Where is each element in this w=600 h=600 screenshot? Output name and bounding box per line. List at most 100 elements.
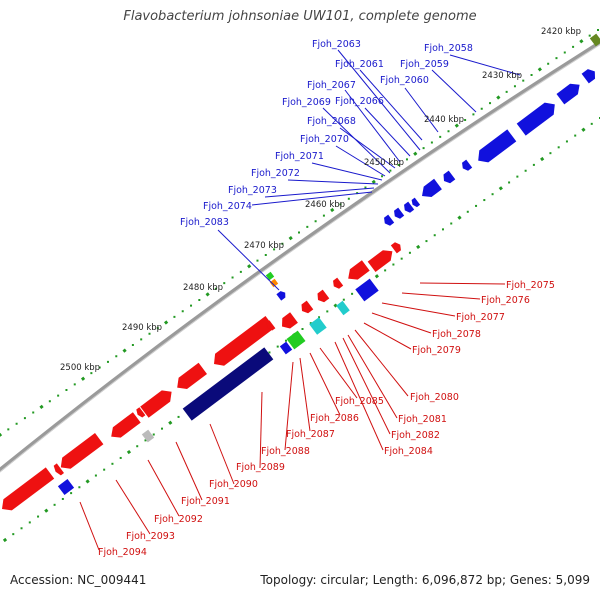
gene-label-fjoh-2070[interactable]: Fjoh_2070 — [300, 134, 349, 145]
outer-tick — [7, 428, 10, 431]
scale-label-2480: 2480 kbp — [183, 283, 223, 293]
gene-label-fjoh-2071[interactable]: Fjoh_2071 — [275, 151, 324, 162]
gene-label-fjoh-2084[interactable]: Fjoh_2084 — [384, 446, 433, 457]
gene-label-fjoh-2061[interactable]: Fjoh_2061 — [335, 59, 384, 70]
olive-gene — [589, 33, 600, 47]
gene-label-fjoh-2088[interactable]: Fjoh_2088 — [261, 446, 310, 457]
gene-label-fjoh-2076[interactable]: Fjoh_2076 — [481, 295, 530, 306]
gene-label-fjoh-2058[interactable]: Fjoh_2058 — [424, 43, 473, 54]
outer-tick — [15, 422, 18, 425]
inner-tick — [549, 152, 552, 155]
forward-gene — [348, 260, 370, 280]
gene-label-fjoh-2080[interactable]: Fjoh_2080 — [410, 392, 459, 403]
reverse-gene — [443, 170, 456, 184]
gene-label-fjoh-2059[interactable]: Fjoh_2059 — [400, 59, 449, 70]
outer-tick — [156, 327, 159, 330]
inner-tick — [94, 474, 97, 477]
gene-label-fjoh-2075[interactable]: Fjoh_2075 — [506, 280, 555, 291]
forward-gene — [266, 320, 276, 331]
gene-label-fjoh-2072[interactable]: Fjoh_2072 — [251, 168, 300, 179]
gene-label-fjoh-2089[interactable]: Fjoh_2089 — [236, 462, 285, 473]
gene-label-fjoh-2067[interactable]: Fjoh_2067 — [307, 80, 356, 91]
gene-label-fjoh-2073[interactable]: Fjoh_2073 — [228, 185, 277, 196]
outer-tick — [489, 102, 492, 105]
inner-tick — [351, 292, 354, 295]
outer-tick — [306, 225, 309, 228]
gene-label-fjoh-2077[interactable]: Fjoh_2077 — [456, 312, 505, 323]
gene-label-fjoh-2090[interactable]: Fjoh_2090 — [209, 479, 258, 490]
leader-line — [381, 302, 456, 317]
inner-tick — [276, 345, 279, 348]
inner-major-tick — [126, 449, 132, 455]
leader-line — [284, 361, 294, 451]
leader-line — [264, 187, 375, 198]
reverse-gene — [581, 69, 596, 84]
gene-label-fjoh-2087[interactable]: Fjoh_2087 — [286, 429, 335, 440]
leader-line — [299, 357, 311, 432]
outer-tick — [505, 90, 508, 93]
forward-gene — [177, 362, 207, 389]
gene-label-fjoh-2060[interactable]: Fjoh_2060 — [380, 75, 429, 86]
gene-label-fjoh-2086[interactable]: Fjoh_2086 — [310, 413, 359, 424]
inner-tick — [284, 339, 287, 342]
gene-label-fjoh-2085[interactable]: Fjoh_2085 — [335, 396, 384, 407]
gene-label-fjoh-2092[interactable]: Fjoh_2092 — [154, 514, 203, 525]
reverse-gene — [516, 102, 555, 136]
scale-label-2500: 2500 kbp — [60, 363, 100, 373]
gene-label-fjoh-2074[interactable]: Fjoh_2074 — [203, 201, 252, 212]
outer-tick — [588, 34, 591, 37]
gene-label-fjoh-2081[interactable]: Fjoh_2081 — [398, 414, 447, 425]
outer-tick — [298, 231, 300, 234]
outer-tick — [430, 141, 433, 144]
leader-line — [287, 179, 379, 185]
leader-line — [251, 191, 373, 206]
inner-tick — [53, 503, 56, 506]
gene-features — [2, 33, 600, 511]
outer-tick — [190, 304, 193, 307]
leader-line — [309, 352, 341, 416]
inner-major-tick — [2, 537, 8, 543]
gene-label-fjoh-2091[interactable]: Fjoh_2091 — [181, 496, 230, 507]
outer-tick — [555, 57, 558, 60]
gene-label-fjoh-2066[interactable]: Fjoh_2066 — [335, 96, 384, 107]
reverse-gene — [556, 83, 580, 105]
outer-tick — [23, 417, 26, 420]
inner-major-tick — [168, 420, 173, 425]
leader-line — [147, 459, 180, 517]
outer-major-tick — [39, 404, 44, 409]
inner-major-tick — [85, 479, 90, 484]
outer-tick — [106, 360, 109, 363]
gene-label-fjoh-2079[interactable]: Fjoh_2079 — [412, 345, 461, 356]
forward-gene — [301, 300, 314, 314]
gene-label-fjoh-2094[interactable]: Fjoh_2094 — [98, 547, 147, 558]
label-leader-lines — [79, 49, 521, 551]
gene-label-fjoh-2068[interactable]: Fjoh_2068 — [307, 116, 356, 127]
gene-label-fjoh-2082[interactable]: Fjoh_2082 — [391, 430, 440, 441]
gene-label-fjoh-2078[interactable]: Fjoh_2078 — [432, 329, 481, 340]
gene-label-fjoh-2063[interactable]: Fjoh_2063 — [312, 39, 361, 50]
outer-major-tick — [122, 348, 127, 353]
inner-major-tick — [540, 156, 545, 162]
outer-tick — [439, 135, 442, 138]
leader-line — [419, 282, 506, 285]
gene-label-fjoh-2093[interactable]: Fjoh_2093 — [126, 531, 175, 542]
leader-line — [354, 329, 409, 397]
leader-line — [322, 107, 391, 174]
reverse-gene — [404, 201, 415, 213]
inner-tick — [574, 134, 577, 137]
outer-tick — [198, 299, 201, 301]
outer-tick — [131, 344, 134, 346]
gene-label-fjoh-2083[interactable]: Fjoh_2083 — [180, 217, 229, 228]
inner-tick — [177, 415, 180, 418]
gene-label-fjoh-2069[interactable]: Fjoh_2069 — [282, 97, 331, 108]
outer-major-tick — [579, 39, 584, 44]
inner-tick — [466, 210, 469, 213]
outer-tick — [322, 214, 325, 217]
outer-tick — [464, 119, 467, 121]
gray-gene — [141, 429, 155, 443]
leader-line — [259, 391, 263, 469]
forward-gene — [53, 463, 64, 476]
inner-tick — [111, 462, 114, 465]
leader-line — [335, 145, 386, 177]
inner-tick — [475, 204, 478, 207]
